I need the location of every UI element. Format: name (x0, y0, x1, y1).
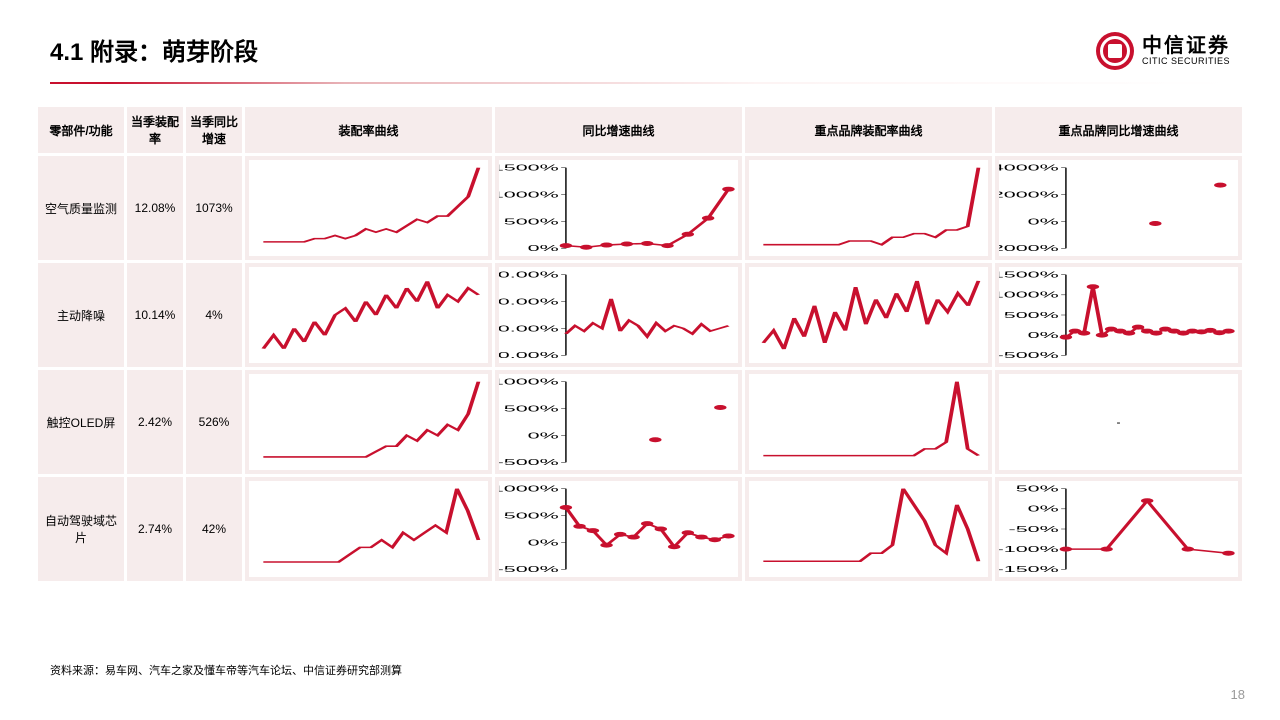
chart-cell: -500% 0% 500% 1000% 1500% (995, 263, 1242, 367)
chart-cell (245, 156, 492, 260)
svg-text:-500.00%: -500.00% (499, 351, 559, 360)
table-row: 空气质量监测12.08%1073% 0% 500% 1000% 1500% -2000% 0… (38, 156, 1242, 260)
svg-text:0%: 0% (528, 538, 559, 547)
logo: 中信证券 CITIC SECURITIES (1096, 32, 1230, 70)
svg-text:500.00%: 500.00% (499, 297, 559, 306)
sparkline-chart (249, 481, 488, 577)
page-title: 4.1 附录：萌芽阶段 (50, 32, 258, 67)
col-header: 当季装配率 (127, 107, 183, 153)
chart-cell (745, 263, 992, 367)
svg-text:1000.00%: 1000.00% (499, 270, 559, 279)
row-growth: 1073% (186, 156, 242, 260)
table-row: 主动降噪10.14%4% -500.00% 0.00% 500.00% 1000.00%… (38, 263, 1242, 367)
svg-text:1500%: 1500% (999, 270, 1059, 279)
table-row: 自动驾驶域芯片2.74%42% -500% 0% 500% 1000% -150% -100… (38, 477, 1242, 581)
chart-cell (245, 370, 492, 474)
sparkline-chart: -500.00% 0.00% 500.00% 1000.00% (499, 267, 738, 363)
svg-text:1000%: 1000% (499, 484, 559, 493)
svg-text:4000%: 4000% (999, 163, 1059, 172)
chart-cell (745, 477, 992, 581)
chart-cell (745, 370, 992, 474)
svg-text:1000%: 1000% (499, 377, 559, 386)
sparkline-chart: -500% 0% 500% 1000% 1500% (999, 267, 1238, 363)
row-rate: 2.74% (127, 477, 183, 581)
svg-text:-500%: -500% (999, 351, 1059, 360)
table-header-row: 零部件/功能 当季装配率 当季同比增速 装配率曲线 同比增速曲线 重点品牌装配率… (38, 107, 1242, 153)
svg-text:500%: 500% (1004, 311, 1059, 320)
svg-text:0%: 0% (1028, 504, 1059, 513)
logo-text: 中信证券 CITIC SECURITIES (1142, 35, 1230, 67)
svg-text:500%: 500% (504, 404, 559, 413)
sparkline-chart (249, 267, 488, 363)
slide: 4.1 附录：萌芽阶段 中信证券 CITIC SECURITIES 零部件/功能… (0, 0, 1280, 720)
row-rate: 12.08% (127, 156, 183, 260)
svg-text:0%: 0% (1028, 217, 1059, 226)
sparkline-chart: -500% 0% 500% 1000% (499, 481, 738, 577)
col-header: 当季同比增速 (186, 107, 242, 153)
chart-cell: -150% -100% -50% 0% 50% (995, 477, 1242, 581)
svg-text:50%: 50% (1016, 484, 1059, 493)
svg-text:-2000%: -2000% (999, 244, 1059, 253)
chart-cell: -500% 0% 500% 1000% (495, 477, 742, 581)
svg-text:-150%: -150% (999, 565, 1059, 574)
svg-text:0%: 0% (528, 244, 559, 253)
row-rate: 2.42% (127, 370, 183, 474)
sparkline-chart: 0% 500% 1000% 1500% (499, 160, 738, 256)
row-rate: 10.14% (127, 263, 183, 367)
row-name: 自动驾驶域芯片 (38, 477, 124, 581)
chart-cell: - (995, 370, 1242, 474)
svg-text:500%: 500% (504, 511, 559, 520)
svg-text:0%: 0% (1028, 331, 1059, 340)
sparkline-chart (249, 374, 488, 470)
table-row: 触控OLED屏2.42%526% -500% 0% 500% 1000% - (38, 370, 1242, 474)
svg-text:-100%: -100% (999, 545, 1059, 554)
row-name: 空气质量监测 (38, 156, 124, 260)
svg-text:2000%: 2000% (999, 190, 1059, 199)
svg-text:-50%: -50% (1009, 525, 1059, 534)
col-header: 同比增速曲线 (495, 107, 742, 153)
sparkline-chart: -2000% 0% 2000% 4000% (999, 160, 1238, 256)
row-growth: 42% (186, 477, 242, 581)
row-growth: 526% (186, 370, 242, 474)
col-header: 零部件/功能 (38, 107, 124, 153)
svg-text:1000%: 1000% (999, 290, 1059, 299)
sparkline-chart: -150% -100% -50% 0% 50% (999, 481, 1238, 577)
logo-en: CITIC SECURITIES (1142, 57, 1230, 67)
svg-text:0.00%: 0.00% (499, 324, 559, 333)
page-number: 18 (1231, 687, 1245, 702)
data-table: 零部件/功能 当季装配率 当季同比增速 装配率曲线 同比增速曲线 重点品牌装配率… (35, 104, 1245, 584)
chart-cell: -500.00% 0.00% 500.00% 1000.00% (495, 263, 742, 367)
empty-chart: - (999, 374, 1238, 470)
sparkline-chart (749, 481, 988, 577)
sparkline-chart (249, 160, 488, 256)
header: 4.1 附录：萌芽阶段 中信证券 CITIC SECURITIES (0, 0, 1280, 82)
table-container: 零部件/功能 当季装配率 当季同比增速 装配率曲线 同比增速曲线 重点品牌装配率… (0, 84, 1280, 584)
chart-cell (245, 477, 492, 581)
chart-cell (245, 263, 492, 367)
source-note: 资料来源：易车网、汽车之家及懂车帝等汽车论坛、中信证券研究部测算 (50, 662, 402, 678)
col-header: 重点品牌同比增速曲线 (995, 107, 1242, 153)
sparkline-chart: -500% 0% 500% 1000% (499, 374, 738, 470)
col-header: 重点品牌装配率曲线 (745, 107, 992, 153)
svg-text:1000%: 1000% (499, 190, 559, 199)
row-name: 主动降噪 (38, 263, 124, 367)
svg-text:-500%: -500% (499, 565, 559, 574)
col-header: 装配率曲线 (245, 107, 492, 153)
chart-cell: -500% 0% 500% 1000% (495, 370, 742, 474)
row-name: 触控OLED屏 (38, 370, 124, 474)
sparkline-chart (749, 374, 988, 470)
sparkline-chart (749, 160, 988, 256)
chart-cell: 0% 500% 1000% 1500% (495, 156, 742, 260)
citic-logo-icon (1096, 32, 1134, 70)
svg-text:0%: 0% (528, 431, 559, 440)
chart-cell: -2000% 0% 2000% 4000% (995, 156, 1242, 260)
row-growth: 4% (186, 263, 242, 367)
chart-cell (745, 156, 992, 260)
svg-text:500%: 500% (504, 217, 559, 226)
logo-cn: 中信证券 (1142, 35, 1230, 57)
svg-text:-500%: -500% (499, 458, 559, 467)
svg-text:1500%: 1500% (499, 163, 559, 172)
sparkline-chart (749, 267, 988, 363)
